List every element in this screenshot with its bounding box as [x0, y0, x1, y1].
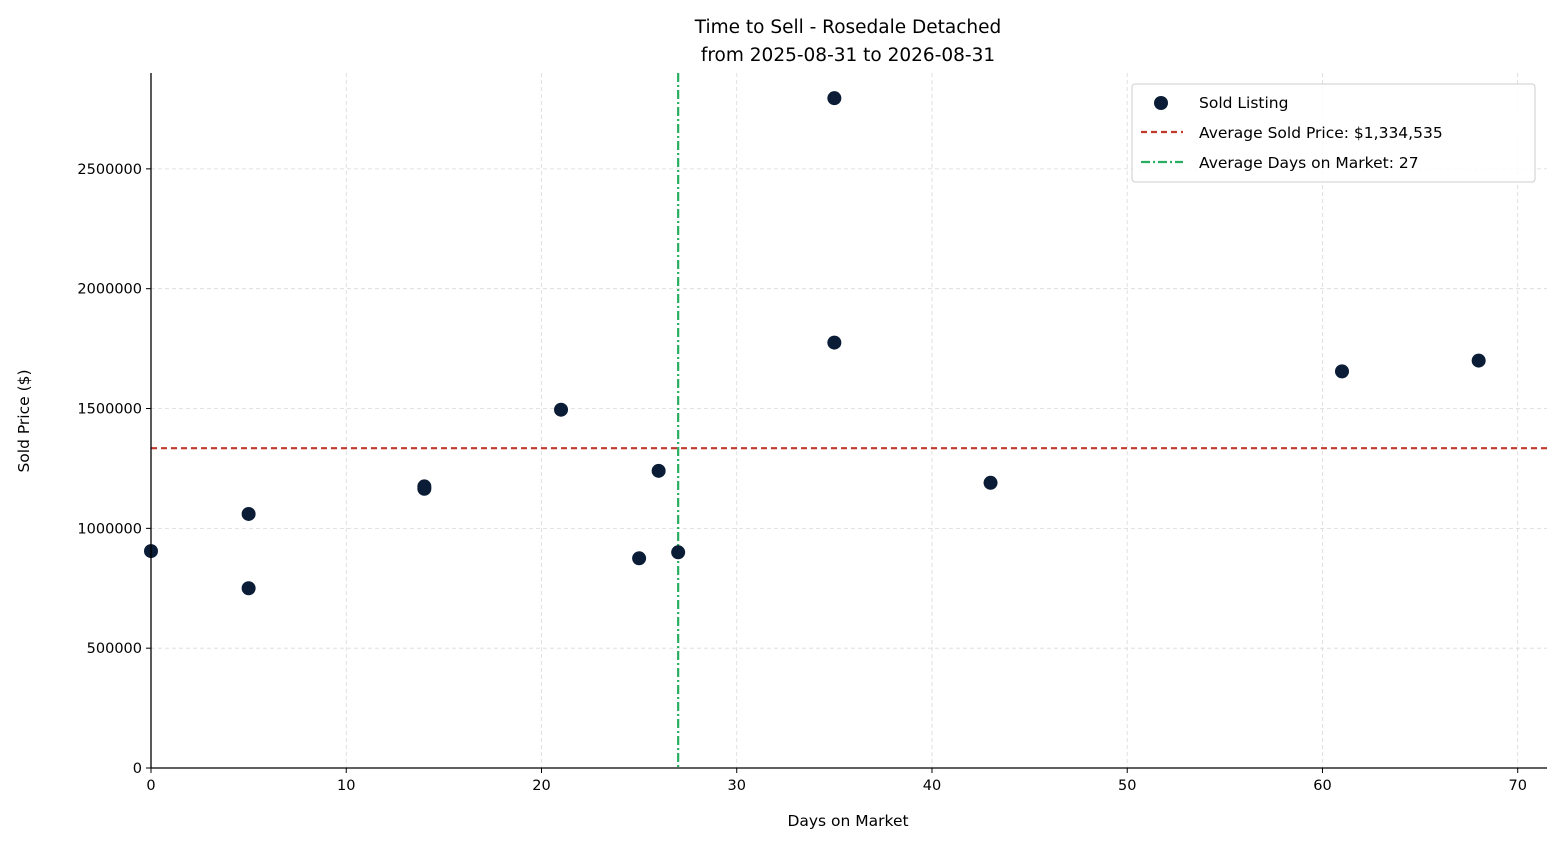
reference-lines — [151, 73, 1547, 768]
data-point — [671, 545, 686, 560]
legend-label-sold-listing: Sold Listing — [1199, 94, 1288, 112]
y-tick-label: 2500000 — [77, 162, 142, 178]
legend-label-average-price: Average Sold Price: $1,334,535 — [1199, 124, 1443, 142]
y-axis-label: Sold Price ($) — [15, 369, 33, 472]
data-point — [241, 506, 256, 521]
chart-title: Time to Sell - Rosedale Detached — [694, 17, 1002, 38]
x-tick-label: 70 — [1508, 778, 1526, 794]
legend: Sold Listing Average Sold Price: $1,334,… — [1131, 83, 1536, 183]
data-point — [651, 463, 666, 478]
x-tick-label: 30 — [728, 778, 746, 794]
y-axis-ticks: 0 500000 1000000 1500000 2000000 2500000 — [77, 162, 151, 777]
x-tick-label: 0 — [146, 778, 155, 794]
y-tick-label: 1000000 — [77, 521, 142, 537]
data-point — [417, 481, 432, 496]
legend-box — [1131, 83, 1536, 183]
x-tick-label: 60 — [1313, 778, 1331, 794]
legend-label-average-days: Average Days on Market: 27 — [1199, 154, 1419, 172]
x-tick-label: 10 — [337, 778, 355, 794]
y-tick-label: 0 — [133, 761, 142, 777]
data-point — [241, 581, 256, 596]
data-points — [144, 91, 1486, 596]
chart-subtitle: from 2025-08-31 to 2026-08-31 — [701, 45, 995, 66]
data-point — [554, 402, 569, 417]
y-tick-label: 1500000 — [77, 402, 142, 418]
data-point — [983, 475, 998, 490]
data-point — [827, 91, 842, 106]
data-point — [1334, 364, 1349, 379]
data-point — [632, 551, 647, 566]
y-tick-label: 500000 — [87, 641, 142, 657]
x-axis-ticks: 0 10 20 30 40 50 60 70 — [146, 768, 1527, 794]
x-tick-label: 50 — [1118, 778, 1136, 794]
x-axis-label: Days on Market — [787, 812, 908, 830]
y-tick-label: 2000000 — [77, 282, 142, 298]
data-point — [827, 335, 842, 350]
legend-marker-sold-listing — [1154, 96, 1168, 110]
x-tick-label: 20 — [532, 778, 550, 794]
x-tick-label: 40 — [923, 778, 941, 794]
data-point — [1471, 353, 1486, 368]
